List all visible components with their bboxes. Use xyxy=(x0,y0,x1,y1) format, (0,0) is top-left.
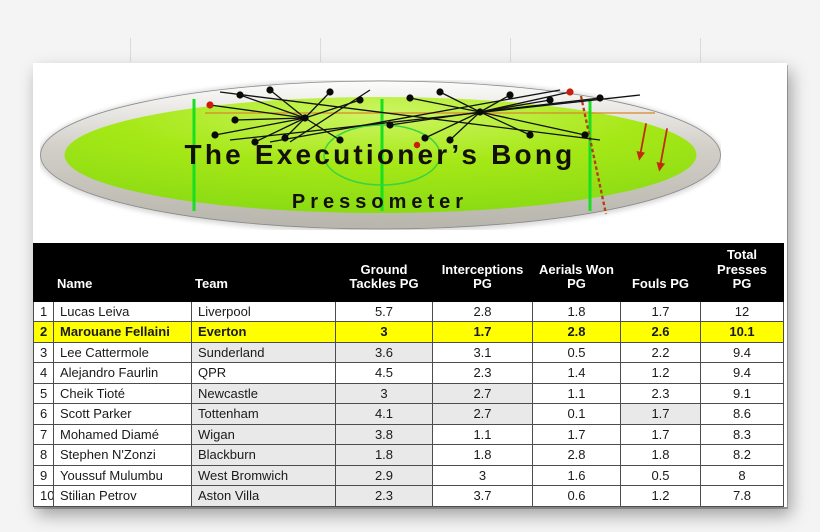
svg-text:Pressometer: Pressometer xyxy=(292,191,468,213)
svg-text:The Executioner’s Bong: The Executioner’s Bong xyxy=(185,139,576,170)
